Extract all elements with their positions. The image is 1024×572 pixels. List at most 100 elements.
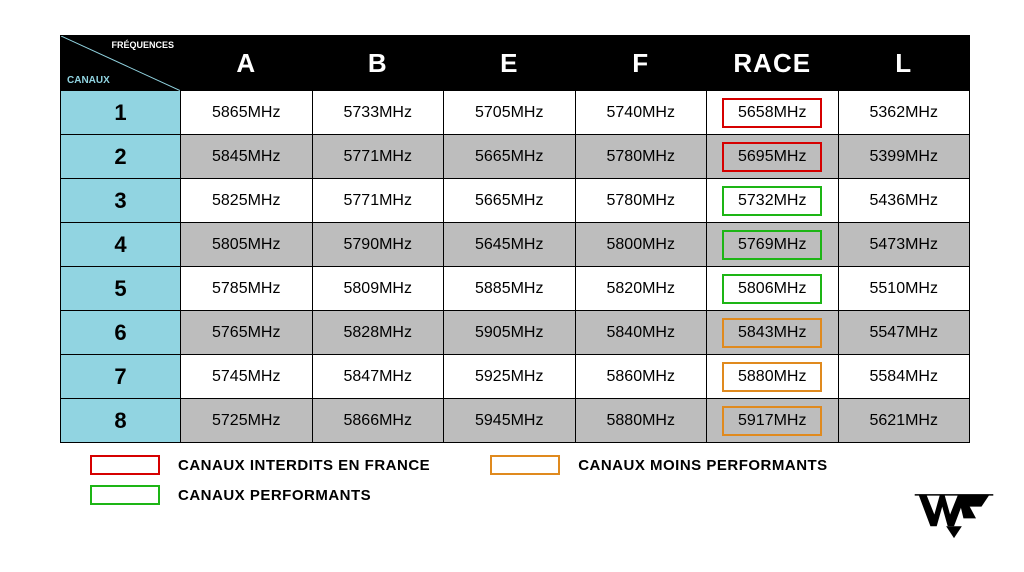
cell: 5705MHz bbox=[444, 91, 576, 135]
cell-value: 5806MHz bbox=[722, 274, 822, 304]
cell-value: 5621MHz bbox=[856, 408, 952, 434]
cell: 5806MHz bbox=[707, 267, 839, 311]
cell-value: 5665MHz bbox=[461, 188, 557, 214]
swatch-orange bbox=[490, 455, 560, 475]
cell-value: 5820MHz bbox=[593, 276, 689, 302]
cell: 5800MHz bbox=[575, 223, 707, 267]
cell-value: 5800MHz bbox=[593, 232, 689, 258]
cell-value: 5945MHz bbox=[461, 408, 557, 434]
cell: 5665MHz bbox=[444, 179, 576, 223]
cell: 5733MHz bbox=[312, 91, 444, 135]
table-corner-cell: FRÉQUENCES CANAUX bbox=[61, 36, 181, 91]
cell: 5845MHz bbox=[181, 135, 313, 179]
row-head: 4 bbox=[61, 223, 181, 267]
cell-value: 5584MHz bbox=[856, 364, 952, 390]
cell-value: 5733MHz bbox=[330, 100, 426, 126]
col-head-F: F bbox=[575, 36, 707, 91]
cell-value: 5905MHz bbox=[461, 320, 557, 346]
cell: 5362MHz bbox=[838, 91, 970, 135]
cell: 5780MHz bbox=[575, 135, 707, 179]
cell: 5905MHz bbox=[444, 311, 576, 355]
cell-value: 5436MHz bbox=[856, 188, 952, 214]
cell-value: 5860MHz bbox=[593, 364, 689, 390]
cell: 5399MHz bbox=[838, 135, 970, 179]
cell: 5860MHz bbox=[575, 355, 707, 399]
cell: 5865MHz bbox=[181, 91, 313, 135]
cell-value: 5771MHz bbox=[330, 144, 426, 170]
cell-value: 5840MHz bbox=[593, 320, 689, 346]
cell: 5436MHz bbox=[838, 179, 970, 223]
cell: 5621MHz bbox=[838, 399, 970, 443]
cell-value: 5473MHz bbox=[856, 232, 952, 258]
cell-value: 5547MHz bbox=[856, 320, 952, 346]
cell-value: 5880MHz bbox=[593, 408, 689, 434]
cell-value: 5745MHz bbox=[198, 364, 294, 390]
cell-value: 5847MHz bbox=[330, 364, 426, 390]
cell-value: 5665MHz bbox=[461, 144, 557, 170]
cell: 5945MHz bbox=[444, 399, 576, 443]
cell-value: 5725MHz bbox=[198, 408, 294, 434]
cell-value: 5828MHz bbox=[330, 320, 426, 346]
cell: 5547MHz bbox=[838, 311, 970, 355]
row-head: 5 bbox=[61, 267, 181, 311]
cell: 5645MHz bbox=[444, 223, 576, 267]
cell-value: 5771MHz bbox=[330, 188, 426, 214]
row-head: 6 bbox=[61, 311, 181, 355]
col-head-A: A bbox=[181, 36, 313, 91]
legend: CANAUX INTERDITS EN FRANCE CANAUX PERFOR… bbox=[90, 455, 828, 505]
legend-label: CANAUX INTERDITS EN FRANCE bbox=[178, 457, 430, 474]
cell: 5584MHz bbox=[838, 355, 970, 399]
cell: 5843MHz bbox=[707, 311, 839, 355]
cell: 5725MHz bbox=[181, 399, 313, 443]
cell-value: 5809MHz bbox=[330, 276, 426, 302]
cell-value: 5732MHz bbox=[722, 186, 822, 216]
cell: 5885MHz bbox=[444, 267, 576, 311]
cell: 5825MHz bbox=[181, 179, 313, 223]
cell: 5790MHz bbox=[312, 223, 444, 267]
cell-value: 5769MHz bbox=[722, 230, 822, 260]
cell-value: 5658MHz bbox=[722, 98, 822, 128]
cell-value: 5780MHz bbox=[593, 188, 689, 214]
cell-value: 5362MHz bbox=[856, 100, 952, 126]
corner-label-canaux: CANAUX bbox=[67, 75, 110, 86]
cell: 5847MHz bbox=[312, 355, 444, 399]
cell: 5809MHz bbox=[312, 267, 444, 311]
cell: 5828MHz bbox=[312, 311, 444, 355]
legend-item-green: CANAUX PERFORMANTS bbox=[90, 485, 430, 505]
cell-value: 5740MHz bbox=[593, 100, 689, 126]
cell-value: 5880MHz bbox=[722, 362, 822, 392]
cell-value: 5510MHz bbox=[856, 276, 952, 302]
legend-label: CANAUX PERFORMANTS bbox=[178, 487, 371, 504]
cell-value: 5885MHz bbox=[461, 276, 557, 302]
cell-value: 5790MHz bbox=[330, 232, 426, 258]
cell: 5785MHz bbox=[181, 267, 313, 311]
cell-value: 5825MHz bbox=[198, 188, 294, 214]
cell: 5473MHz bbox=[838, 223, 970, 267]
cell-value: 5805MHz bbox=[198, 232, 294, 258]
cell: 5866MHz bbox=[312, 399, 444, 443]
cell-value: 5843MHz bbox=[722, 318, 822, 348]
cell-value: 5865MHz bbox=[198, 100, 294, 126]
cell: 5732MHz bbox=[707, 179, 839, 223]
legend-item-orange: CANAUX MOINS PERFORMANTS bbox=[490, 455, 828, 475]
cell: 5880MHz bbox=[575, 399, 707, 443]
cell: 5765MHz bbox=[181, 311, 313, 355]
row-head: 3 bbox=[61, 179, 181, 223]
col-head-L: L bbox=[838, 36, 970, 91]
cell: 5771MHz bbox=[312, 179, 444, 223]
cell-value: 5695MHz bbox=[722, 142, 822, 172]
legend-label: CANAUX MOINS PERFORMANTS bbox=[578, 457, 828, 474]
cell: 5771MHz bbox=[312, 135, 444, 179]
frequency-table: FRÉQUENCES CANAUX A B E F RACE L 15865MH… bbox=[60, 35, 970, 443]
cell: 5780MHz bbox=[575, 179, 707, 223]
cell-value: 5705MHz bbox=[461, 100, 557, 126]
cell: 5769MHz bbox=[707, 223, 839, 267]
corner-label-frequencies: FRÉQUENCES bbox=[111, 40, 174, 50]
cell-value: 5785MHz bbox=[198, 276, 294, 302]
cell-value: 5845MHz bbox=[198, 144, 294, 170]
cell: 5925MHz bbox=[444, 355, 576, 399]
cell-value: 5780MHz bbox=[593, 144, 689, 170]
col-head-B: B bbox=[312, 36, 444, 91]
row-head: 2 bbox=[61, 135, 181, 179]
cell: 5745MHz bbox=[181, 355, 313, 399]
